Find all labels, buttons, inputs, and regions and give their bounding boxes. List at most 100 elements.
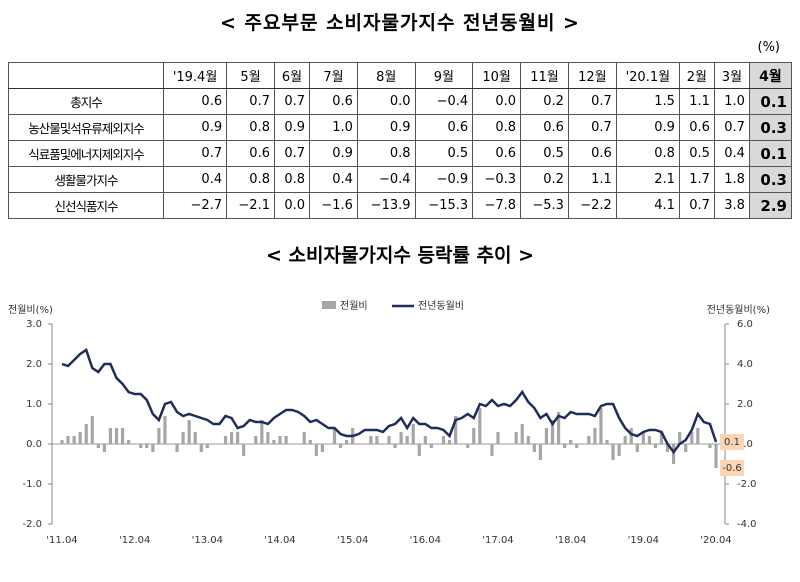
table-cell: 3.8 [713,192,750,219]
bar [278,436,282,444]
row-label: 생활물가지수 [8,166,164,193]
x-tick-label: '18.04 [555,535,586,546]
y2-tick-label: 2.0 [737,399,753,410]
table-cell: 0.4 [713,140,750,167]
bar [199,444,203,452]
table-cell: 0.8 [226,166,275,193]
table-row: 생활물가지수 0.4 0.8 0.8 0.4 −0.4 −0.9 −0.3 0.2 1.1 2.1 1… [8,166,793,193]
y-tick-label: 0.0 [26,439,42,450]
line [61,348,718,455]
table-cell: 0.7 [226,88,275,115]
annotation: -0.6 [722,463,742,474]
bar [108,428,113,444]
table-cell: 0.9 [309,140,358,167]
bar [605,440,609,444]
column-header: 7월 [309,62,358,89]
bar [393,444,397,448]
table-cell: −2.7 [162,192,228,219]
row-label: 신선식품지수 [8,192,164,219]
table-cell: 0.8 [356,140,416,167]
x-tick-label: '14.04 [264,535,295,546]
bar [520,424,524,444]
x-tick-label: '15.04 [337,535,368,546]
table-row: 식료품및에너지제외지수 0.7 0.6 0.7 0.9 0.8 0.5 0.6 0.5 0.6 0.… [8,140,793,167]
table-row: 총지수 0.6 0.7 0.7 0.6 0.0 −0.4 0.0 0.2 0.7 1.5 1.1 1.0… [8,88,793,115]
table-cell: 1.0 [309,114,358,141]
table-cell: 0.6 [520,114,569,141]
x-tick-label: '19.04 [628,535,659,546]
bar [205,444,209,448]
table-cell: 0.5 [678,140,715,167]
table-cell: 0.6 [472,140,522,167]
bar [314,444,318,456]
column-header: '20.1월 [615,62,680,89]
bar [120,428,125,444]
bar [320,444,324,452]
bar [157,428,161,444]
bar [714,444,718,468]
bar [260,420,264,444]
bar [526,436,530,444]
table-cell: 0.6 [226,140,275,167]
table-cell: −7.8 [472,192,522,219]
x-tick-label: '13.04 [192,535,223,546]
table-title: < 주요부문 소비자물가지수 전년동월비 > [220,12,580,34]
bar [593,428,597,444]
column-header: 8월 [356,62,416,89]
bar [151,444,155,452]
bar [72,436,76,444]
bar [284,436,288,444]
unit: (%) [757,40,781,55]
bar [145,444,149,448]
bar [114,428,119,444]
bar [532,444,536,452]
bar [635,444,639,452]
annotation-box [720,434,744,450]
column-header: 5월 [226,62,275,89]
bar [563,444,567,448]
table-cell: −0.9 [414,166,474,193]
corner-cell [8,62,164,89]
bar [375,436,379,444]
bar [229,432,234,444]
table-cell: 1.7 [678,166,715,193]
bar [447,440,452,444]
bar [556,412,561,444]
bar [441,436,446,444]
bar [163,416,167,444]
bar [623,436,627,444]
bar [90,416,94,444]
bar [423,436,427,444]
table-cell: 0.9 [356,114,416,141]
y-tick-label: 2.0 [26,359,42,370]
table-cell: 0.4 [162,166,228,193]
bar [641,432,645,444]
table-row: '19.4월 5월 6월 7월 8월 9월 10월 11월 12월 '20.1월 2월 3월 4월 [8,62,793,89]
table-cell: 0.2 [520,166,569,193]
annotation: 0.1 [724,437,740,448]
row-label: 농산물및석유류제외지수 [8,114,164,141]
bar [405,436,409,444]
bar [236,432,240,444]
table-cell: 0.8 [226,114,275,141]
bar [127,440,131,444]
column-header: 11월 [520,62,569,89]
legend-swatch [322,301,336,309]
bar [544,428,549,444]
bar [193,432,197,444]
chart: < 소비자물가지수 등락률 추이 > 전월비(%) 전년동월비(%) -2.0 -… [8,245,770,547]
column-header: 3월 [713,62,750,89]
row-label: 총지수 [8,88,164,115]
bar [629,428,633,444]
bar [599,408,603,444]
table-cell: 0.6 [309,88,358,115]
x-tick-label: '12.04 [119,535,150,546]
bar [181,432,185,444]
bar [454,416,458,444]
bar [332,428,337,444]
x-tick-label: '11.04 [46,535,77,546]
y2-tick-label: 0.0 [737,439,753,450]
table-cell: 0.1 [748,140,793,167]
column-header: 12월 [567,62,617,89]
